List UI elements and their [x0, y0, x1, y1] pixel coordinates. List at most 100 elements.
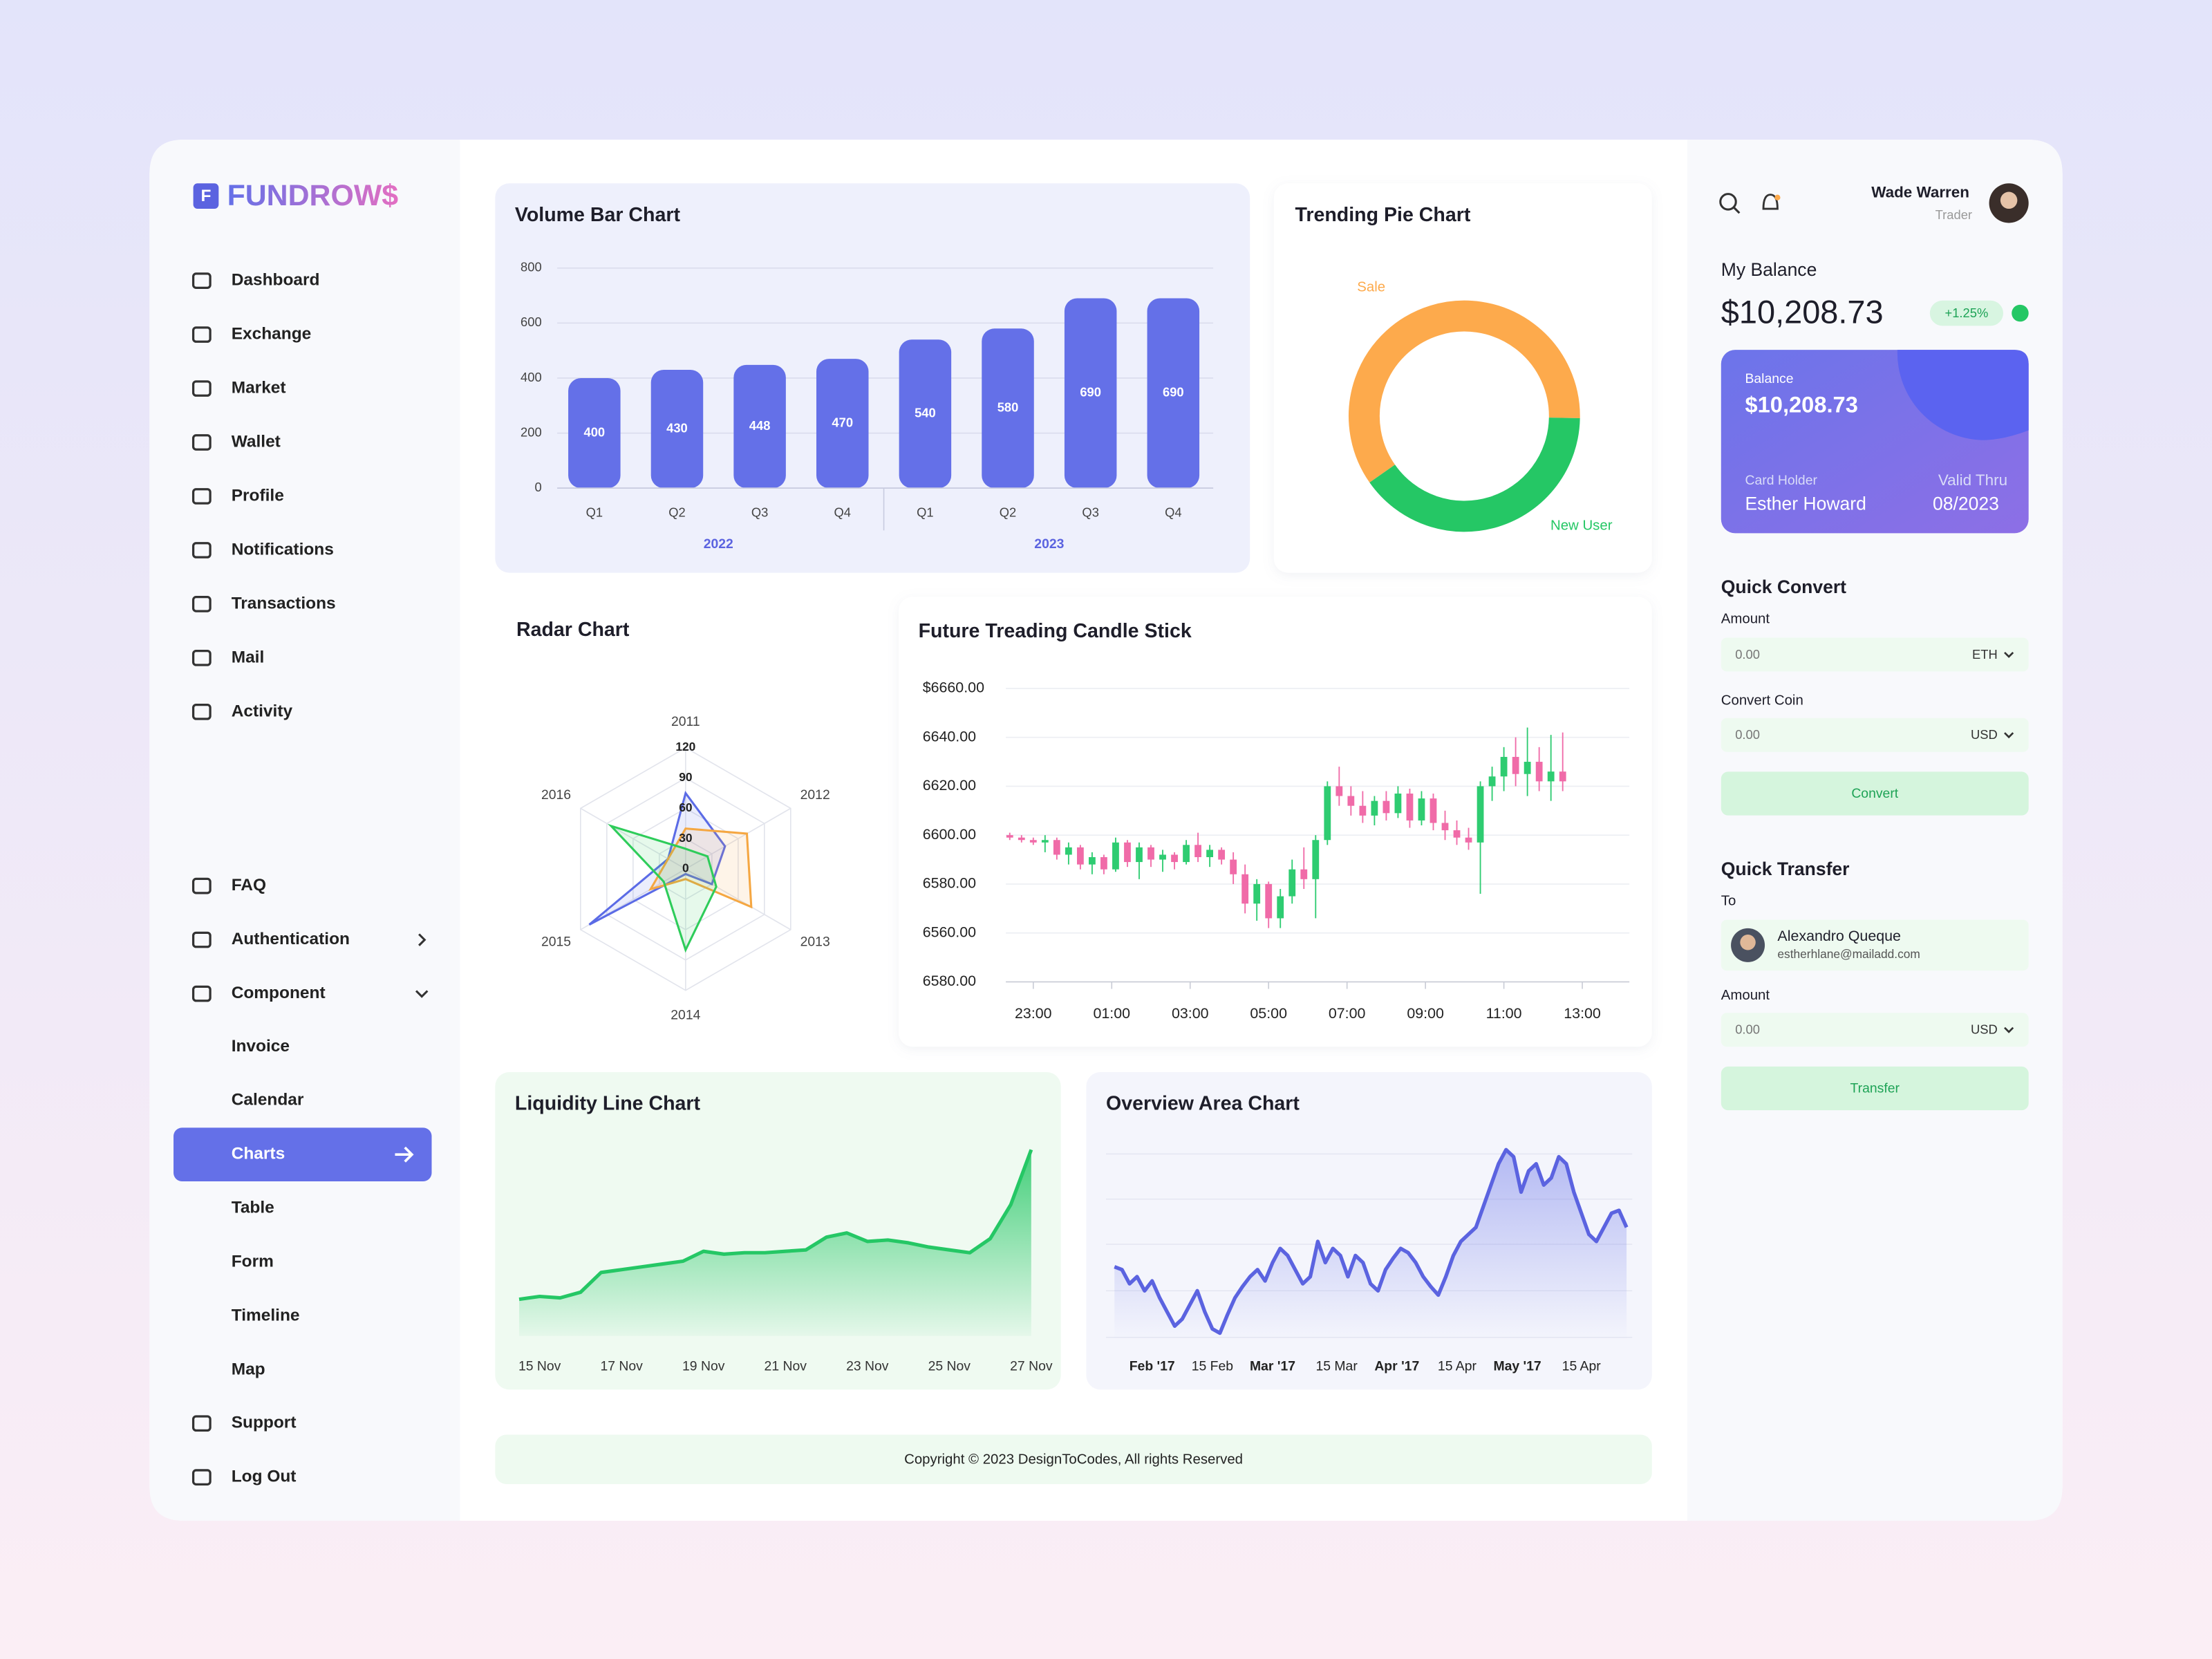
- input-field[interactable]: [1721, 1013, 2029, 1047]
- menu-item[interactable]: Wallet: [232, 432, 281, 451]
- menu-icon: [191, 326, 212, 343]
- recipient-face: [1740, 935, 1756, 950]
- candle-body: [1382, 800, 1390, 814]
- radar-spoke: [685, 807, 791, 870]
- x-tick-label: 15 Mar: [1315, 1359, 1358, 1374]
- button[interactable]: [1721, 1066, 2029, 1111]
- bar: [1147, 298, 1200, 489]
- balance-change: +1.25%: [1945, 306, 1989, 320]
- recipient-box[interactable]: [1721, 919, 2029, 971]
- x-tick-label: 15 Feb: [1192, 1359, 1233, 1374]
- menu-item[interactable]: Log Out: [232, 1468, 297, 1486]
- candle-body: [1124, 842, 1131, 863]
- menu-item[interactable]: Component: [232, 984, 326, 1002]
- x-tick-label: Apr '17: [1374, 1359, 1419, 1374]
- radar-tick-label: 60: [679, 800, 692, 814]
- button[interactable]: [1721, 771, 2029, 816]
- candle-body: [1100, 857, 1107, 870]
- active-highlight[interactable]: [174, 1127, 432, 1181]
- area-line: [1114, 1147, 1629, 1335]
- x-tick-label: Q1: [586, 505, 603, 520]
- menu-item[interactable]: Calendar: [232, 1091, 304, 1109]
- menu-item[interactable]: Charts: [232, 1145, 285, 1163]
- change-icon: [2012, 304, 2029, 322]
- search-icon[interactable]: [1719, 193, 1737, 211]
- candle-body: [1206, 850, 1214, 858]
- menu-item[interactable]: Support: [232, 1414, 297, 1432]
- menu-icon: [191, 488, 212, 505]
- chart-title: Radar Chart: [516, 619, 630, 641]
- bar: [568, 377, 621, 489]
- unit-select[interactable]: USD: [1971, 727, 1998, 742]
- card-deco: [1897, 350, 2029, 440]
- x-tick-label: 27 Nov: [1010, 1359, 1053, 1374]
- input-field[interactable]: [1721, 718, 2029, 752]
- menu-item[interactable]: Profile: [232, 486, 284, 505]
- candle-body: [1441, 823, 1449, 831]
- bar-value-label: 430: [666, 420, 688, 435]
- bar-value-label: 690: [1080, 385, 1101, 400]
- candle-body: [1347, 796, 1355, 806]
- card-valid: 08/2023: [1933, 494, 1999, 514]
- balance-amount: $10,208.73: [1721, 294, 1884, 330]
- menu-item[interactable]: Activity: [232, 702, 293, 720]
- recipient-email: estherhlane@mailadd.com: [1777, 947, 1920, 961]
- line-fill: [519, 1150, 1031, 1336]
- x-tick-label: 25 Nov: [928, 1359, 971, 1374]
- menu-item[interactable]: Mail: [232, 648, 265, 666]
- menu-item[interactable]: Map: [232, 1360, 265, 1379]
- menu-item[interactable]: Invoice: [232, 1037, 290, 1056]
- x-tick-label: 01:00: [1093, 1005, 1130, 1022]
- bell-icon[interactable]: [1762, 194, 1779, 210]
- candle-body: [1559, 771, 1566, 782]
- x-tick-label: 21 Nov: [765, 1359, 807, 1374]
- sidebar: [149, 140, 460, 1521]
- line-card: [495, 1072, 1061, 1390]
- y-tick-label: 6580.00: [923, 875, 976, 892]
- unit-select[interactable]: USD: [1971, 1022, 1998, 1037]
- x-tick-label: Q3: [1082, 505, 1099, 520]
- menu-icon: [191, 703, 212, 720]
- pie-segment: [1369, 417, 1580, 532]
- candle-body: [1183, 845, 1190, 863]
- candle-body: [1524, 762, 1531, 774]
- bar-value-label: 448: [749, 418, 771, 433]
- x-tick-label: 07:00: [1329, 1005, 1366, 1022]
- menu-item[interactable]: Table: [232, 1199, 274, 1217]
- x-tick-label: Q4: [834, 505, 852, 520]
- chevron-down: [415, 990, 429, 998]
- menu-item[interactable]: Market: [232, 379, 286, 397]
- menu-item[interactable]: Transactions: [232, 594, 336, 612]
- x-tick-label: Q3: [751, 505, 769, 520]
- field-label: Amount: [1721, 988, 1770, 1003]
- y-tick-label: 6620.00: [923, 777, 976, 794]
- menu-item[interactable]: Authentication: [232, 930, 350, 948]
- input-field[interactable]: [1721, 637, 2029, 672]
- menu-icon: [191, 931, 212, 948]
- menu-icon: [191, 649, 212, 666]
- menu-item[interactable]: Form: [232, 1253, 274, 1271]
- x-tick-label: 05:00: [1250, 1005, 1287, 1022]
- section-title: Quick Transfer: [1721, 859, 1850, 879]
- menu-item[interactable]: Exchange: [232, 325, 312, 344]
- bar: [733, 364, 786, 489]
- menu-item[interactable]: Timeline: [232, 1306, 300, 1325]
- pie-segment: [1349, 300, 1580, 482]
- candle-body: [1477, 786, 1484, 843]
- menu-item[interactable]: FAQ: [232, 876, 266, 894]
- menu-icon: [191, 1415, 212, 1432]
- candle-card: [899, 597, 1652, 1047]
- candle-body: [1277, 896, 1284, 919]
- radar-tick-label: 90: [679, 770, 692, 784]
- field-label: Amount: [1721, 611, 1770, 626]
- x-tick-label: 03:00: [1172, 1005, 1209, 1022]
- menu-icon: [191, 542, 212, 559]
- button-label[interactable]: Transfer: [1850, 1081, 1900, 1096]
- radar-series: [648, 827, 753, 909]
- menu-item[interactable]: Dashboard: [232, 271, 320, 290]
- button-label[interactable]: Convert: [1851, 786, 1898, 801]
- x-tick-label: 23 Nov: [846, 1359, 889, 1374]
- menu-item[interactable]: Notifications: [232, 540, 334, 559]
- menu-icon: [191, 1469, 212, 1485]
- unit-select[interactable]: ETH: [1972, 647, 1998, 662]
